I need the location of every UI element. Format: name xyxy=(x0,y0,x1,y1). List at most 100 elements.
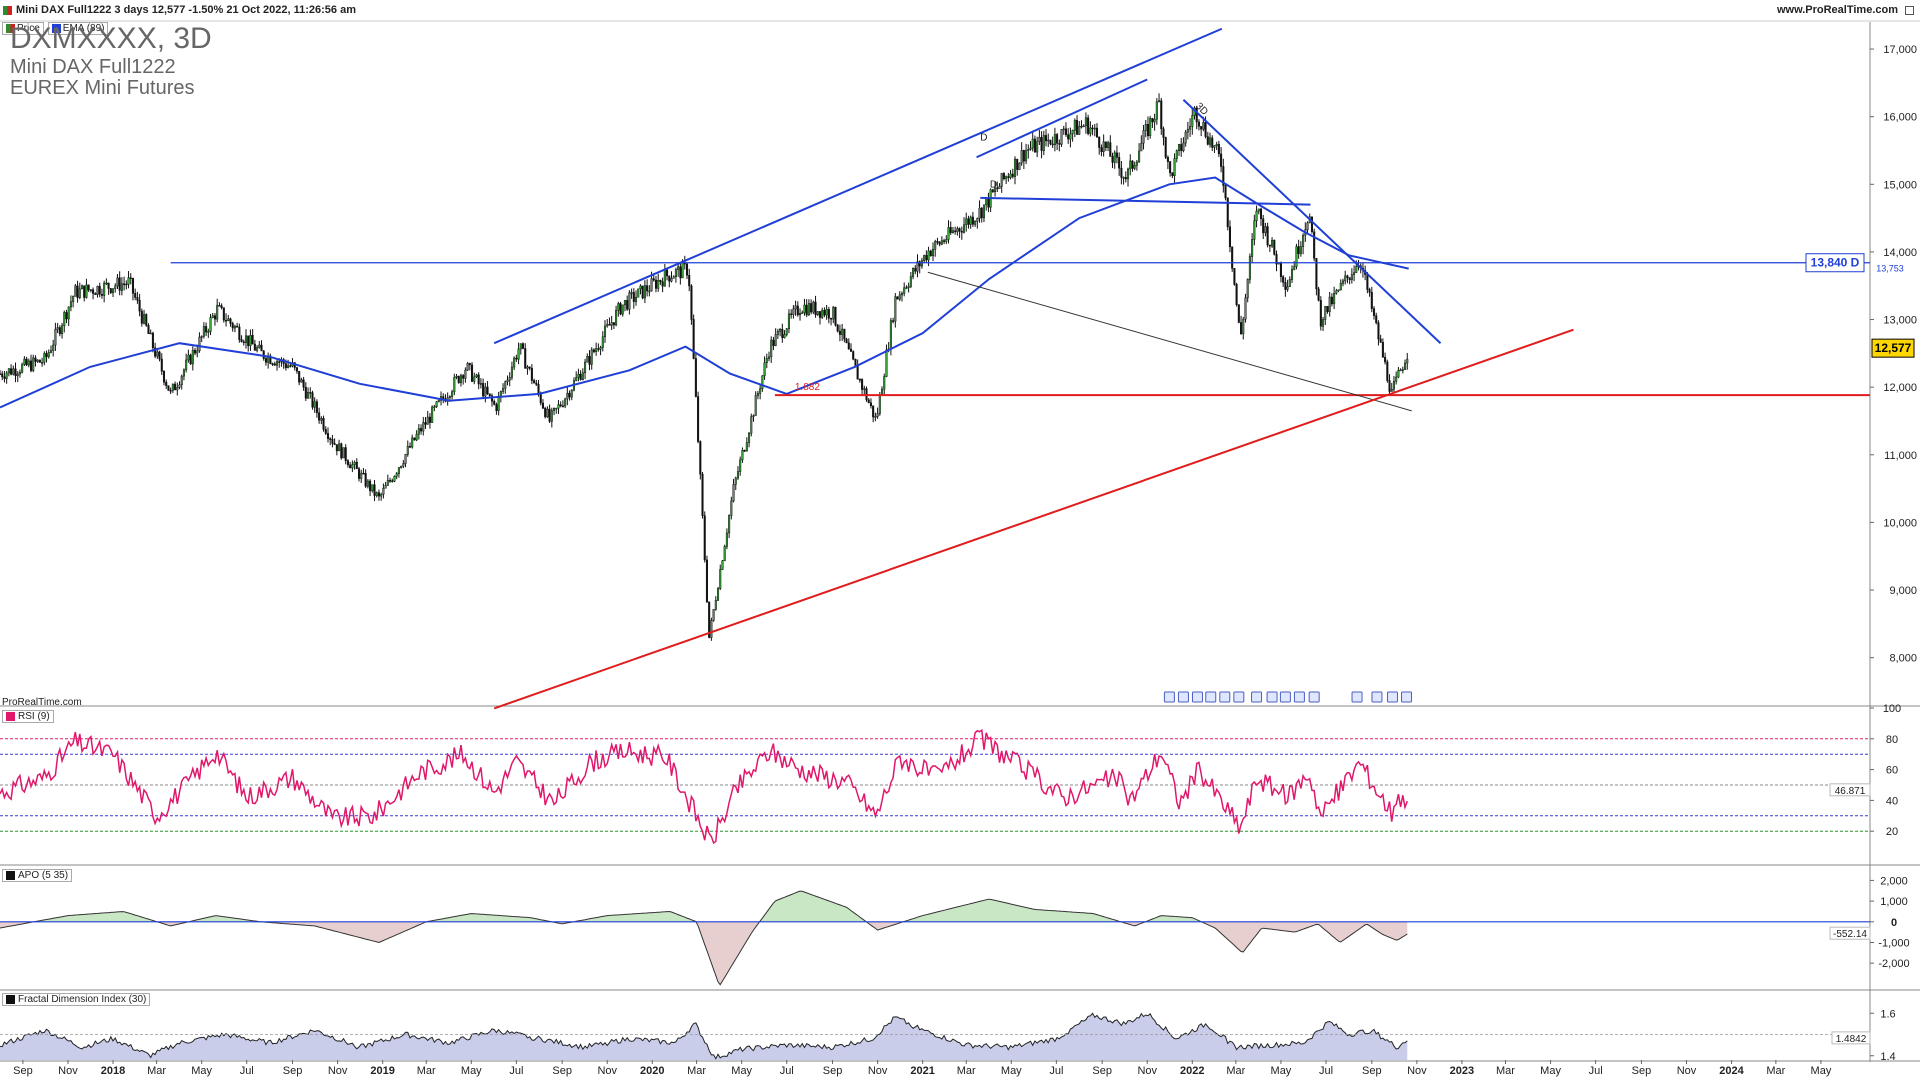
event-marker-icon[interactable] xyxy=(1177,691,1189,703)
candle-body xyxy=(1375,315,1378,323)
event-marker-icon[interactable] xyxy=(1266,691,1278,703)
candle-body xyxy=(756,393,759,396)
candle-body xyxy=(1089,127,1092,134)
candle-body xyxy=(785,328,788,335)
candle-body xyxy=(504,381,507,389)
event-marker-icon[interactable] xyxy=(1293,691,1305,703)
candle-body xyxy=(861,379,864,390)
candle-body xyxy=(145,314,148,326)
candle-body xyxy=(1392,381,1395,390)
candle-body xyxy=(453,377,456,393)
candle-body xyxy=(125,283,128,286)
trendline-downtrend[interactable] xyxy=(1182,99,1442,344)
event-marker-icon[interactable] xyxy=(1386,691,1398,703)
candle-body xyxy=(340,443,343,459)
candle-body xyxy=(1071,130,1074,135)
candle-body xyxy=(74,285,77,297)
candle-body xyxy=(411,437,414,448)
candle-body xyxy=(1319,300,1322,327)
candle-body xyxy=(484,386,487,397)
candle-body xyxy=(30,360,33,371)
candle-body xyxy=(176,387,179,391)
candle-body xyxy=(708,601,711,638)
candle-body xyxy=(1177,144,1181,151)
event-marker-icon[interactable] xyxy=(1308,691,1320,703)
candle-body xyxy=(628,292,631,310)
candle-body xyxy=(1129,160,1132,170)
candle-body xyxy=(111,288,115,293)
trendline-rising-support[interactable] xyxy=(493,328,1574,710)
candle-body xyxy=(595,348,598,352)
candle-body xyxy=(1131,160,1134,169)
candle-body xyxy=(346,460,349,466)
candle-body xyxy=(275,361,279,366)
candle-body xyxy=(391,480,394,482)
rsi-panel-label[interactable]: RSI (9) xyxy=(2,710,54,723)
candle-body xyxy=(123,283,126,285)
candle-body xyxy=(865,388,868,401)
candle-body xyxy=(586,356,589,363)
event-marker-icon[interactable] xyxy=(1205,691,1217,703)
candle-body xyxy=(320,418,323,421)
last-price-tag xyxy=(1871,338,1915,358)
event-marker-icon[interactable] xyxy=(1191,691,1203,703)
event-marker-icon[interactable] xyxy=(1219,691,1231,703)
candle-body xyxy=(892,320,895,322)
candle-body xyxy=(1355,266,1358,273)
candle-body xyxy=(807,303,810,316)
candle-body xyxy=(1191,115,1194,127)
event-marker-icon[interactable] xyxy=(1401,691,1413,703)
candle-body xyxy=(537,384,540,394)
fdi-panel-label[interactable]: Fractal Dimension Index (30) xyxy=(2,993,151,1006)
legend-price[interactable]: Price xyxy=(2,22,44,35)
candle-body xyxy=(825,309,828,316)
trendline-upper-channel-short[interactable] xyxy=(976,78,1148,159)
candle-body xyxy=(1257,208,1260,212)
candle-body xyxy=(103,282,106,296)
candle-body xyxy=(1262,218,1265,234)
candle-body xyxy=(954,230,957,233)
trendline-upper-channel[interactable] xyxy=(493,27,1223,345)
chart-title: Mini DAX Full1222 3 days 12,577 -1.50% 2… xyxy=(16,4,356,16)
pattern-label: D xyxy=(990,180,997,191)
rsi-value-label: 46.871 xyxy=(1835,786,1866,797)
candle-body xyxy=(794,305,797,310)
event-marker-icon[interactable] xyxy=(1233,691,1245,703)
candle-body xyxy=(1217,144,1220,155)
event-marker-icon[interactable] xyxy=(1279,691,1291,703)
settings-icon[interactable] xyxy=(1905,6,1914,15)
candle-body xyxy=(402,463,405,467)
candle-body xyxy=(18,372,21,375)
candle-body xyxy=(940,240,943,245)
candle-body xyxy=(264,358,267,363)
candle-body xyxy=(1122,177,1125,179)
candle-body xyxy=(672,276,675,279)
candle-body xyxy=(1404,362,1407,370)
candle-body xyxy=(648,290,651,293)
candle-body xyxy=(818,311,822,318)
trendline-lower-wedge[interactable] xyxy=(927,271,1412,412)
event-marker-icon[interactable] xyxy=(1163,691,1175,703)
apo-panel-label[interactable]: APO (5 35) xyxy=(2,869,73,882)
event-marker-icon[interactable] xyxy=(1371,691,1383,703)
candle-body xyxy=(739,459,742,472)
support-level-label: 1.882 xyxy=(795,382,820,393)
candle-body xyxy=(1025,150,1028,162)
candle-body xyxy=(1049,139,1052,145)
candle-body xyxy=(553,407,556,411)
candle-body xyxy=(783,334,786,338)
candle-body xyxy=(304,386,307,399)
trendline-neckline[interactable] xyxy=(980,196,1311,206)
chart-header: Mini DAX Full1222 3 days 12,577 -1.50% 2… xyxy=(0,0,1920,22)
candle-body xyxy=(741,450,744,461)
event-marker-icon[interactable] xyxy=(1251,691,1263,703)
candle-body xyxy=(462,375,465,379)
candle-body xyxy=(1018,162,1021,170)
time-tick-label: Jul xyxy=(1589,1065,1603,1077)
candle-body xyxy=(351,464,354,469)
time-tick-label: May xyxy=(1540,1065,1561,1077)
candle-body xyxy=(564,398,567,407)
event-marker-icon[interactable] xyxy=(1351,691,1363,703)
legend-ema[interactable]: EMA (89) xyxy=(47,22,109,35)
